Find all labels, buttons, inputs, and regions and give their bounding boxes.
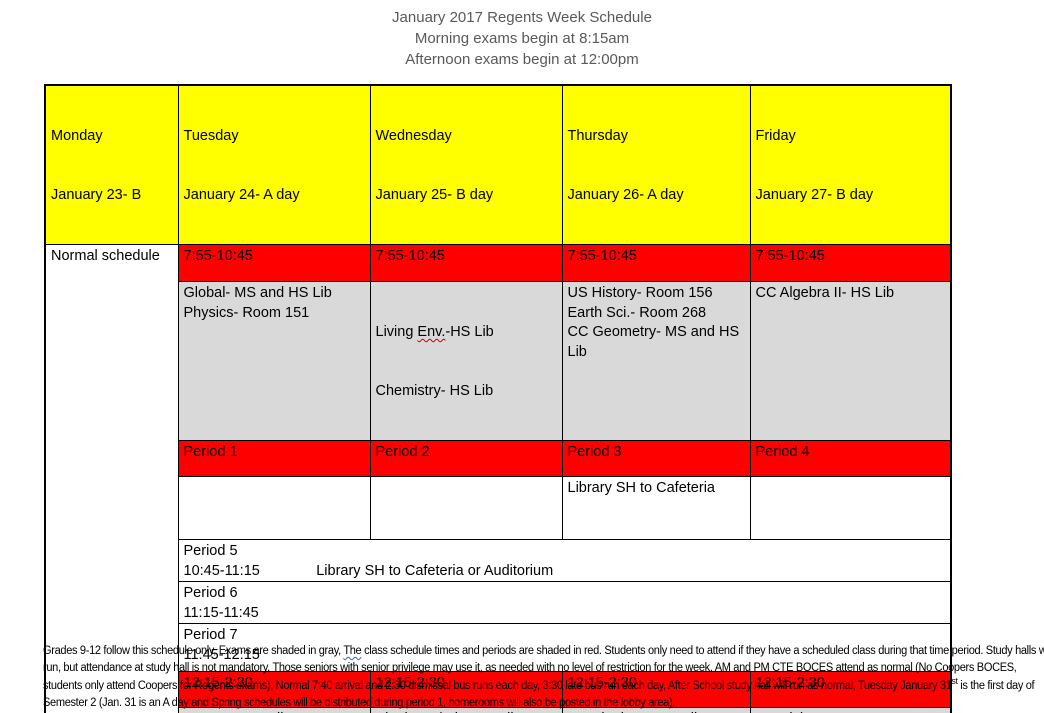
cell-tuesday-am-time: 7:55-10:45 <box>177 244 371 282</box>
footnote-line-4: Semester 2 (Jan. 31 is an A day and Spri… <box>43 697 676 710</box>
day-date: January 25- B day <box>375 186 494 203</box>
footnote-line-3: students only attend Coopers for Regents… <box>43 675 1035 692</box>
header-friday: Friday January 27- B day <box>749 84 952 245</box>
exam-line: Living Env.-HS Lib <box>375 324 494 340</box>
ordinal-superscript: st <box>951 675 958 686</box>
cell-friday-am-exams: CC Algebra II- HS Lib <box>749 281 952 441</box>
cell-tuesday-am-period: Period 1 <box>177 440 371 477</box>
row-am-notes: Library SH to Cafeteria <box>45 476 952 540</box>
cell-wednesday-am-time: 7:55-10:45 <box>369 244 563 282</box>
cell-wednesday-am-exams: Living Env.-HS Lib Chemistry- HS Lib <box>369 281 563 441</box>
cell-thursday-pm-time: 12:15-2:30 <box>561 671 751 708</box>
grammarcheck-flagged-word: The <box>343 645 362 657</box>
regents-week-schedule-table: Monday January 23- B Tuesday January 24-… <box>44 84 952 713</box>
row-pm-exams: CC ELA- HS Lib Algebra 2/Trig- HS Lib CC… <box>45 707 952 713</box>
cell-friday-pm-exam: Spanish Assessments- Rm 155 <box>749 707 952 713</box>
footnote-line-1: Grades 9-12 follow this schedule only, E… <box>43 645 1044 657</box>
header-tuesday: Tuesday January 24- A day <box>177 84 371 245</box>
cell-tuesday-pm-time: 12:15-2:30 <box>177 671 371 708</box>
day-name: Wednesday <box>375 128 452 144</box>
cell-wednesday-pm-time: 12:15-2:30 <box>369 671 563 708</box>
cell-period-5: Period 5 10:45-11:15 Library SH to Cafet… <box>177 539 952 582</box>
row-day-headers: Monday January 23- B Tuesday January 24-… <box>44 84 952 245</box>
day-date: January 24- A day <box>183 186 300 203</box>
day-name: Thursday <box>567 128 628 144</box>
header-monday: Monday January 23- B <box>44 84 179 245</box>
cell-thursday-am-period: Period 3 <box>561 440 751 477</box>
footnote-line-2: run, but attendance at study hall is not… <box>43 662 1017 675</box>
cell-wednesday-am-note <box>369 476 563 540</box>
cell-friday-am-time: 7:55-10:45 <box>749 244 952 282</box>
cell-thursday-am-exams: US History- Room 156 Earth Sci.- Room 26… <box>561 281 751 441</box>
title-line-1: January 2017 Regents Week Schedule <box>392 9 652 26</box>
cell-period-6: Period 6 11:15-11:45 <box>177 581 952 624</box>
day-date: January 23- B <box>51 186 142 203</box>
header-thursday: Thursday January 26- A day <box>561 84 751 245</box>
row-period-7: Period 7 11:45-12:15 <box>45 623 952 672</box>
row-period-5: Period 5 10:45-11:15 Library SH to Cafet… <box>45 539 952 582</box>
row-pm-times: 12:15-2:30 12:15-2:30 12:15-2:30 12:15-2… <box>45 671 952 708</box>
cell-period-7: Period 7 11:45-12:15 <box>177 623 952 672</box>
cell-wednesday-am-period: Period 2 <box>369 440 563 477</box>
row-period-6: Period 6 11:15-11:45 <box>45 581 952 624</box>
cell-friday-am-period: Period 4 <box>749 440 952 477</box>
cell-tuesday-am-note <box>177 476 371 540</box>
title-line-2: Morning exams begin at 8:15am <box>414 30 630 47</box>
row-am-exams: Global- MS and HS Lib Physics- Room 151 … <box>45 281 952 441</box>
footnote-paragraph: Grades 9-12 follow this schedule only, E… <box>43 643 1044 713</box>
day-name: Friday <box>755 128 796 144</box>
document-title: January 2017 Regents Week Schedule Morni… <box>0 7 1044 70</box>
cell-thursday-am-time: 7:55-10:45 <box>561 244 751 282</box>
header-wednesday: Wednesday January 25- B day <box>369 84 563 245</box>
row-am-periods: Period 1 Period 2 Period 3 Period 4 <box>45 440 952 477</box>
cell-monday-normal-schedule: Normal schedule <box>44 244 179 713</box>
cell-tuesday-am-exams: Global- MS and HS Lib Physics- Room 151 <box>177 281 371 441</box>
title-line-3: Afternoon exams begin at 12:00pm <box>405 51 639 68</box>
cell-friday-am-note <box>749 476 952 540</box>
spellcheck-flagged-word: Env. <box>417 324 446 340</box>
day-date: January 27- B day <box>755 186 874 203</box>
day-date: January 26- A day <box>567 186 684 203</box>
cell-thursday-am-note: Library SH to Cafeteria <box>561 476 751 540</box>
day-name: Tuesday <box>183 128 239 144</box>
day-name: Monday <box>51 128 103 144</box>
exam-line: Chemistry- HS Lib <box>375 382 494 399</box>
cell-friday-pm-time: 12:15-2:30 <box>749 671 952 708</box>
row-am-times: Normal schedule 7:55-10:45 7:55-10:45 7:… <box>44 244 952 713</box>
